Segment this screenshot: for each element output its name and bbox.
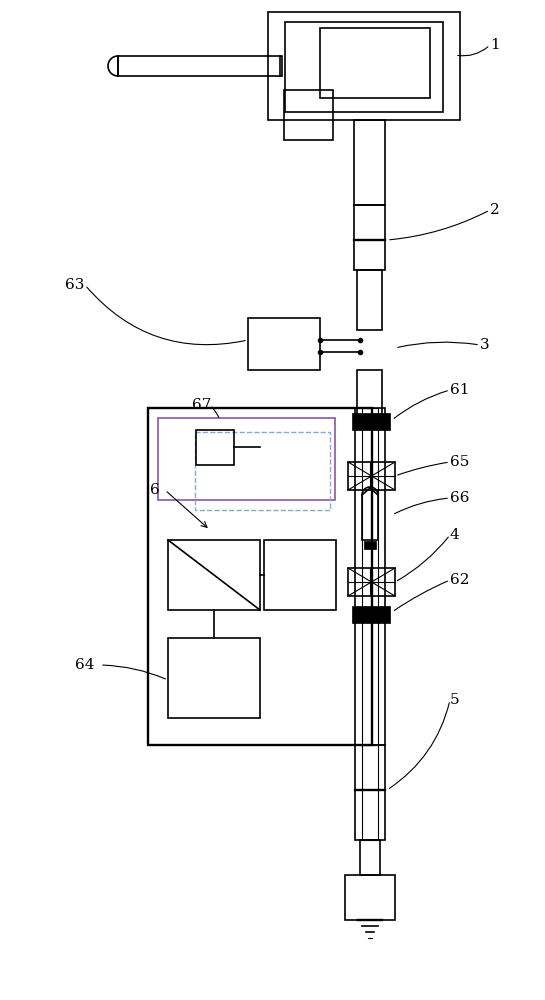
Text: 2: 2: [490, 203, 500, 217]
Bar: [362, 408, 378, 745]
Text: 67: 67: [192, 398, 211, 412]
Bar: [148, 408, 372, 745]
Bar: [285, 22, 443, 112]
Bar: [264, 540, 336, 610]
Text: 1: 1: [490, 38, 500, 52]
Text: 62: 62: [450, 573, 469, 587]
Text: 61: 61: [450, 383, 469, 397]
Text: 5: 5: [450, 693, 459, 707]
Text: 65: 65: [450, 455, 469, 469]
Bar: [268, 12, 460, 120]
Bar: [355, 408, 385, 745]
Bar: [345, 875, 395, 920]
Bar: [348, 462, 395, 490]
Text: 66: 66: [450, 491, 469, 505]
Bar: [357, 270, 382, 330]
Bar: [284, 90, 333, 140]
Bar: [360, 840, 380, 875]
Text: 4: 4: [450, 528, 460, 542]
Bar: [362, 745, 378, 840]
Bar: [118, 56, 282, 76]
Bar: [158, 418, 335, 500]
Bar: [348, 568, 395, 596]
Text: 6: 6: [150, 483, 160, 497]
Text: 64: 64: [75, 658, 94, 672]
Bar: [168, 638, 260, 718]
Bar: [364, 541, 376, 549]
Bar: [168, 540, 260, 610]
Text: 63: 63: [65, 278, 84, 292]
Text: 3: 3: [480, 338, 489, 352]
Bar: [320, 28, 430, 98]
Bar: [357, 370, 382, 415]
Bar: [354, 120, 385, 205]
Bar: [196, 430, 234, 465]
Bar: [355, 745, 385, 840]
Bar: [352, 606, 390, 623]
Bar: [195, 432, 330, 510]
Bar: [248, 318, 320, 370]
Bar: [354, 205, 385, 270]
Bar: [352, 413, 390, 430]
